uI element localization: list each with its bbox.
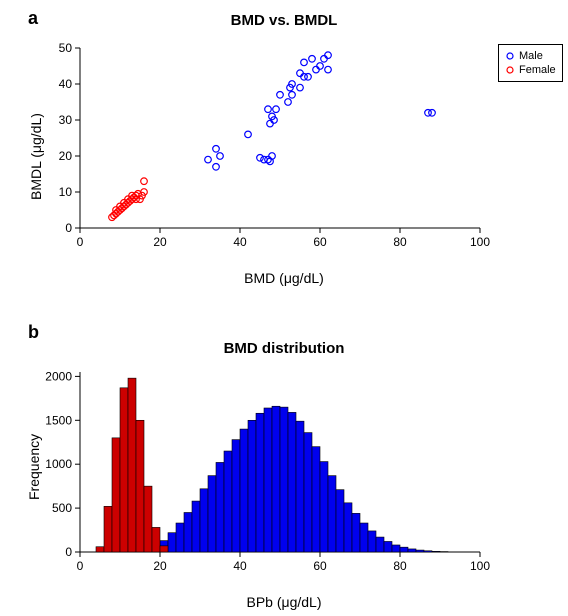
male-hist-bar: [256, 413, 264, 552]
female-hist-bar: [144, 486, 152, 552]
male-hist-bar: [320, 462, 328, 552]
male-hist-bar: [336, 490, 344, 552]
male-hist-bar: [216, 462, 224, 552]
female-hist-bar: [96, 547, 104, 552]
svg-text:80: 80: [393, 559, 407, 573]
female-hist-bar: [120, 388, 128, 552]
svg-text:0: 0: [65, 545, 72, 559]
male-hist-bar: [376, 537, 384, 552]
svg-text:60: 60: [313, 559, 327, 573]
male-hist-bar: [312, 447, 320, 552]
svg-text:1000: 1000: [45, 457, 72, 471]
male-hist-bar: [352, 513, 360, 552]
male-hist-bar: [360, 523, 368, 552]
svg-text:0: 0: [77, 559, 84, 573]
male-hist-bar: [288, 412, 296, 552]
male-hist-bar: [200, 489, 208, 552]
hist-xlabel: BPb (μg/dL): [0, 594, 568, 610]
female-hist-bar: [136, 420, 144, 552]
male-hist-bar: [408, 549, 416, 552]
female-hist-bar: [104, 506, 112, 552]
hist-plot: 0204060801000500100015002000: [0, 0, 568, 616]
male-hist-bar: [224, 451, 232, 552]
male-hist-bar: [328, 476, 336, 552]
male-hist-bar: [272, 406, 280, 552]
male-hist-bar: [304, 433, 312, 552]
male-hist-bar: [280, 407, 288, 552]
female-hist-bar: [112, 438, 120, 552]
svg-text:500: 500: [52, 501, 72, 515]
male-hist-bar: [208, 476, 216, 552]
male-hist-bar: [296, 421, 304, 552]
figure-root: a BMD vs. BMDL 02040608010001020304050 B…: [0, 0, 568, 616]
svg-text:1500: 1500: [45, 413, 72, 427]
male-hist-bar: [240, 429, 248, 552]
male-hist-bar: [168, 533, 176, 552]
male-hist-bar: [432, 551, 440, 552]
female-hist-bar: [152, 527, 160, 552]
male-hist-bar: [248, 420, 256, 552]
svg-text:40: 40: [233, 559, 247, 573]
male-hist-bar: [264, 408, 272, 552]
svg-text:20: 20: [153, 559, 167, 573]
male-hist-bar: [232, 440, 240, 552]
male-hist-bar: [368, 531, 376, 552]
male-hist-bar: [192, 501, 200, 552]
svg-text:2000: 2000: [45, 369, 72, 383]
hist-ylabel: Frequency: [26, 434, 42, 500]
male-hist-bar: [424, 551, 432, 552]
male-hist-bar: [344, 503, 352, 552]
male-hist-bar: [184, 512, 192, 552]
male-hist-bar: [400, 547, 408, 552]
male-hist-bar: [416, 550, 424, 552]
female-hist-bar: [128, 378, 136, 552]
male-hist-bar: [392, 545, 400, 552]
male-hist-bar: [384, 541, 392, 552]
male-hist-bar: [176, 523, 184, 552]
svg-text:100: 100: [470, 559, 490, 573]
female-hist-bar: [160, 546, 168, 552]
